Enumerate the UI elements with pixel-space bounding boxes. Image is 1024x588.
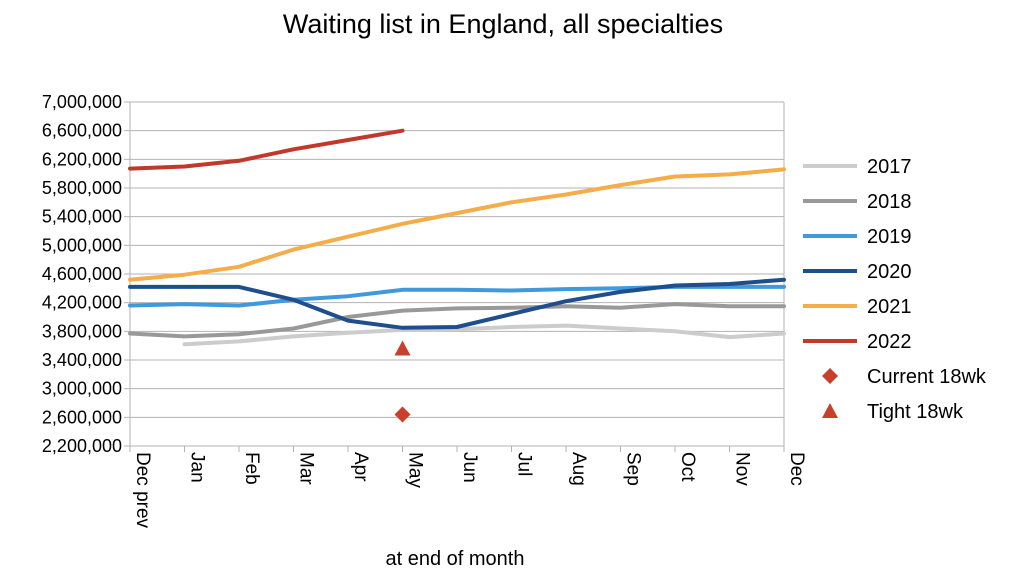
legend-label-2019: 2019 (867, 226, 912, 248)
y-tick-label: 5,800,000 (42, 178, 122, 198)
y-tick-label: 5,000,000 (42, 235, 122, 255)
series-line-2017 (182, 323, 786, 347)
x-tick-label: May (405, 452, 426, 488)
x-tick-label: Jan (187, 452, 208, 483)
x-tick-label: Jun (459, 452, 480, 483)
legend-swatch-tight-18wk (822, 403, 838, 418)
x-tick-label: Oct (677, 452, 698, 482)
x-tick-label: Mar (296, 452, 317, 485)
y-tick-label: 2,200,000 (42, 436, 122, 456)
legend: 2017 2018 2019 2020 2021 2022 Current 18wk Tigh… (803, 156, 987, 423)
legend-label-current-18wk: Current 18wk (867, 366, 987, 388)
y-tick-label: 6,200,000 (42, 149, 122, 169)
x-tick-label: Dec prev (132, 452, 153, 529)
axes: 2,200,000 2,600,000 3,000,000 3,400,000 3,80… (42, 92, 807, 529)
legend-label-2021: 2021 (867, 296, 912, 318)
x-tick-label: Dec (786, 452, 807, 486)
y-tick-label: 4,200,000 (42, 293, 122, 313)
legend-label-2018: 2018 (867, 191, 912, 213)
gridlines (130, 101, 784, 447)
x-tick-label: Jul (514, 452, 535, 476)
series-line-2018 (128, 302, 786, 339)
chart-title: Waiting list in England, all specialties (283, 9, 723, 39)
x-tick-label: Feb (241, 452, 262, 485)
legend-label-2020: 2020 (867, 261, 912, 283)
y-tick-label: 4,600,000 (42, 264, 122, 284)
x-tick-label: Apr (350, 452, 371, 482)
y-tick-label: 2,600,000 (42, 407, 122, 427)
series-line-2022 (128, 128, 405, 171)
legend-swatch-current-18wk (822, 368, 838, 384)
series-line-2020 (128, 277, 786, 330)
y-tick-label: 6,600,000 (42, 121, 122, 141)
legend-label-2017: 2017 (867, 156, 912, 178)
x-axis-title: at end of month (386, 548, 525, 570)
y-tick-label: 3,800,000 (42, 321, 122, 341)
marker-tight-18wk (394, 340, 411, 356)
y-tick-label: 7,000,000 (42, 92, 122, 112)
series-lines (128, 128, 786, 347)
x-tick-label: Nov (732, 452, 753, 486)
y-tick-label: 3,000,000 (42, 379, 122, 399)
y-tick-label: 5,400,000 (42, 207, 122, 227)
legend-label-tight-18wk: Tight 18wk (867, 401, 964, 423)
series-line-2021 (128, 167, 786, 282)
x-tick-label: Sep (623, 452, 644, 486)
markers (394, 340, 411, 423)
y-tick-label: 3,400,000 (42, 350, 122, 370)
marker-current-18wk (394, 406, 411, 423)
x-tick-label: Aug (568, 452, 589, 486)
legend-label-2022: 2022 (867, 331, 912, 353)
